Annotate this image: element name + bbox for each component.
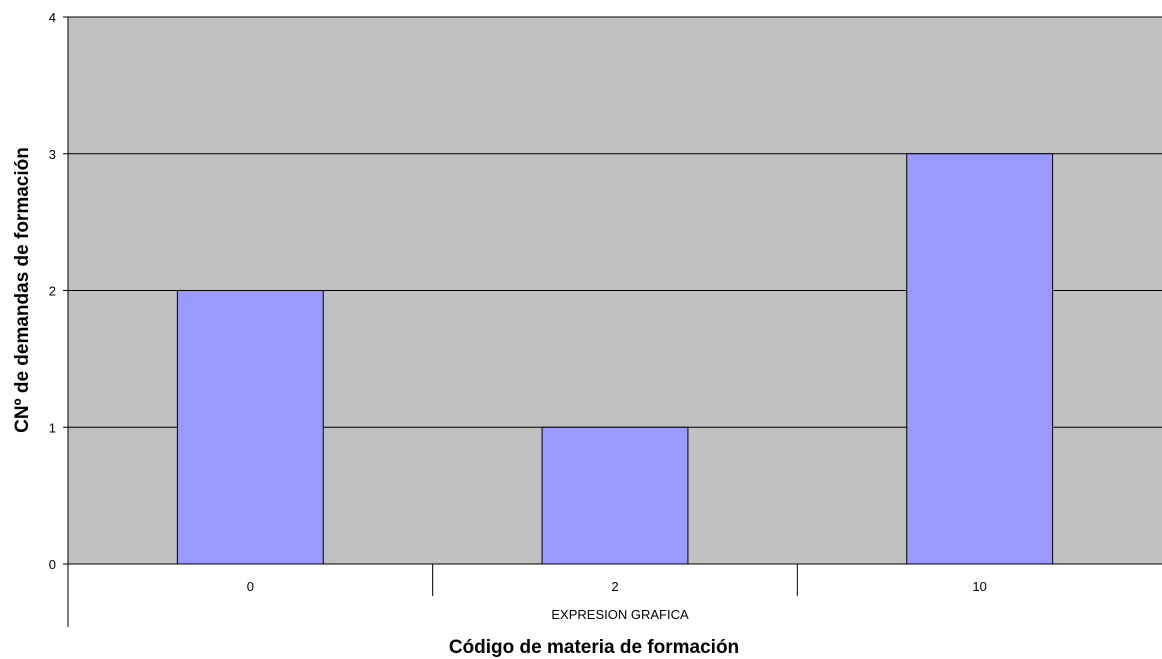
y-tick-label: 1 [49, 420, 56, 435]
x-tick-label: 10 [972, 579, 986, 594]
y-ticks: 0 1 2 3 4 [49, 10, 68, 572]
bars [176, 153, 1054, 565]
y-axis-title: CNº de demandas de formación [12, 147, 33, 433]
y-tick-label: 0 [49, 557, 56, 572]
x-group-label: EXPRESION GRAFICA [551, 607, 689, 622]
x-tick-label: 0 [247, 579, 254, 594]
y-tick-label: 2 [49, 284, 56, 299]
bar-2 [541, 426, 689, 565]
x-tick-label: 2 [611, 579, 618, 594]
y-tick-label: 4 [49, 10, 56, 25]
x-ticks: 0 2 10 [247, 564, 987, 596]
axes [67, 17, 1162, 627]
bar-10 [906, 153, 1054, 565]
y-tick-label: 3 [49, 147, 56, 162]
x-axis-title: Código de materia de formación [449, 637, 739, 658]
bar-0 [176, 290, 324, 565]
